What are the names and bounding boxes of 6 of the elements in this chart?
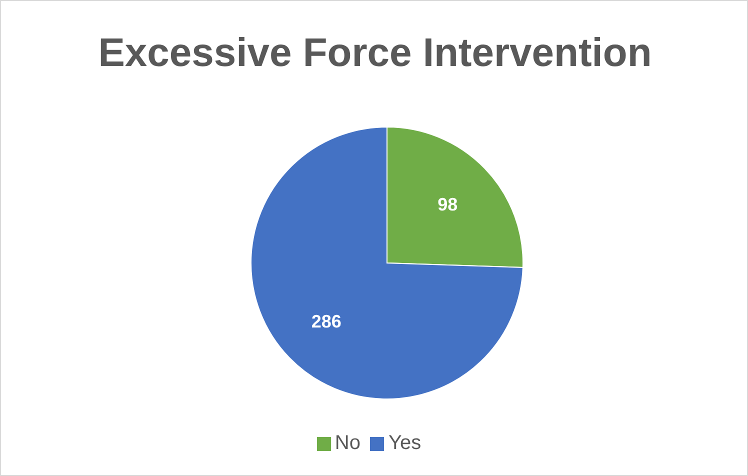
- legend-label: Yes: [388, 432, 422, 454]
- legend-label: No: [334, 432, 360, 454]
- pie-slice: [250, 126, 524, 400]
- data-label: 286: [311, 312, 342, 332]
- data-label: 98: [438, 194, 458, 214]
- chart-title: Excessive Force Intervention: [97, 31, 653, 76]
